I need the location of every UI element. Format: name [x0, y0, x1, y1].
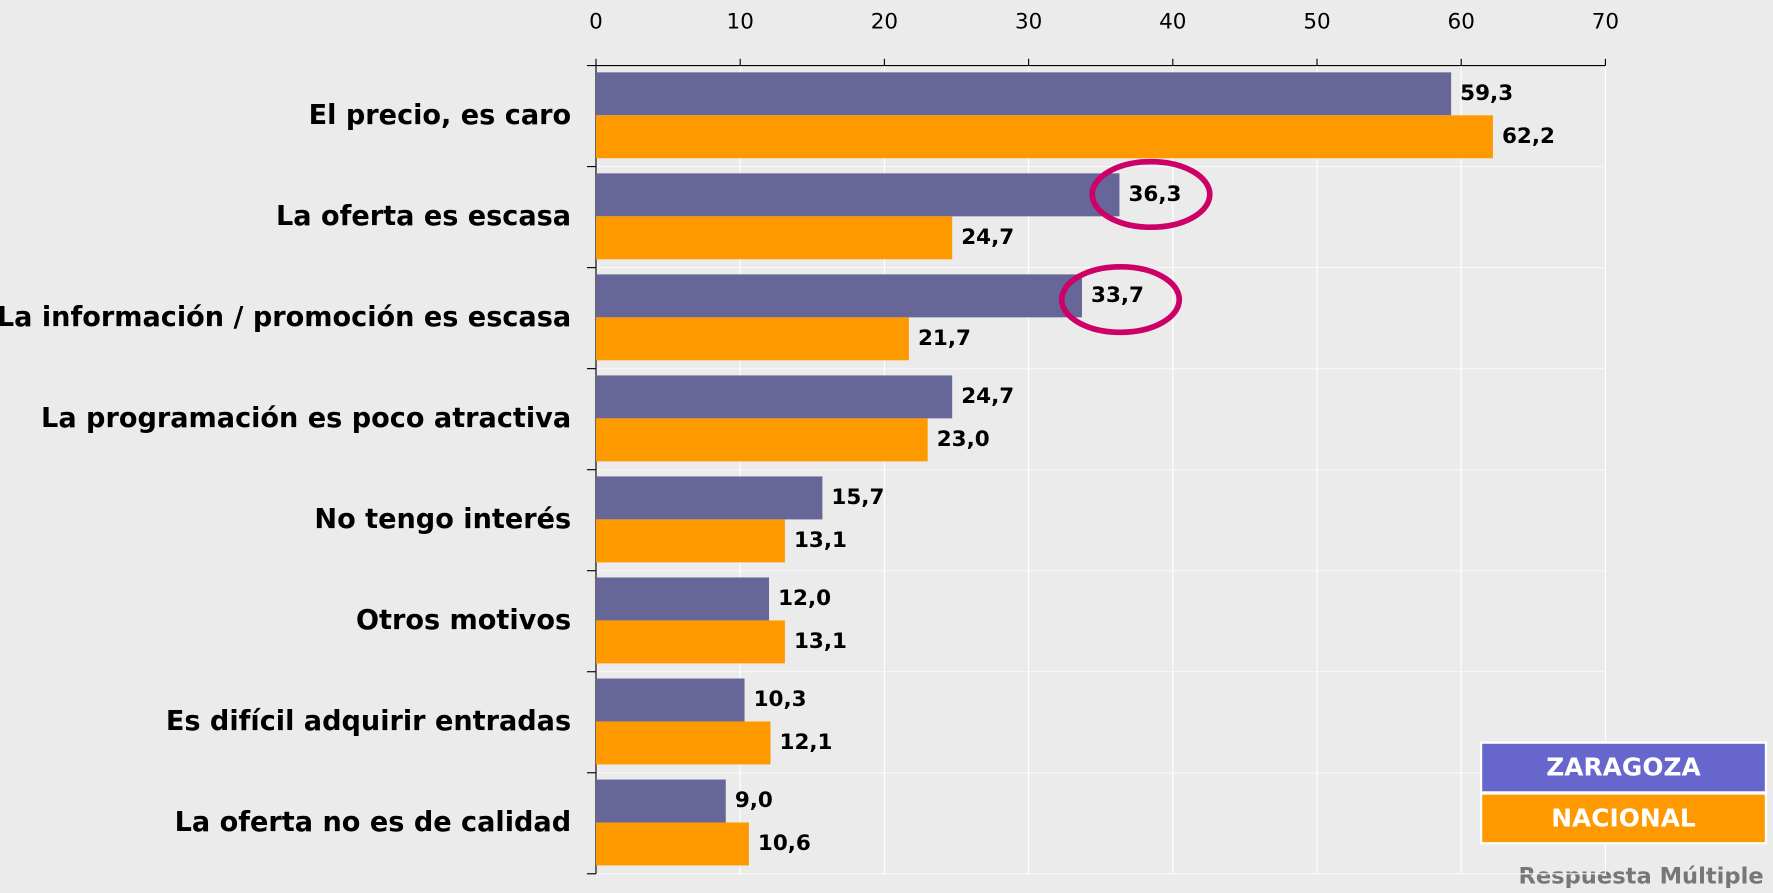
bar	[595, 620, 785, 664]
bar	[595, 173, 1120, 217]
annotation: Respuesta Múltiple	[1518, 864, 1763, 890]
x-tick-label: 20	[871, 10, 898, 35]
data-label: 9,0	[735, 788, 773, 813]
x-tick-label: 10	[727, 10, 754, 35]
x-tick-label: 70	[1592, 10, 1619, 35]
x-tick-label: 40	[1159, 10, 1186, 35]
y-tick-label: No tengo interés	[314, 504, 571, 535]
y-tick-label: Otros motivos	[356, 605, 571, 636]
legend-label: ZARAGOZA	[1546, 753, 1701, 782]
data-label: 24,7	[961, 225, 1014, 250]
bar	[595, 375, 953, 419]
data-label: 33,7	[1091, 283, 1144, 308]
data-label: 21,7	[918, 326, 971, 351]
bar	[595, 216, 953, 260]
data-label: 13,1	[794, 528, 847, 553]
data-label: 23,0	[937, 427, 990, 452]
data-label: 12,1	[780, 730, 833, 755]
y-tick-label: La programación es poco atractiva	[41, 403, 571, 434]
data-label: 36,3	[1128, 182, 1181, 207]
y-tick-label: Es difícil adquirir entradas	[166, 706, 571, 737]
highlight-circle	[1089, 158, 1213, 231]
x-tick-label: 60	[1448, 10, 1475, 35]
bar	[595, 115, 1493, 159]
bar	[595, 418, 928, 462]
data-label: 12,0	[778, 586, 831, 611]
x-tick-label: 50	[1303, 10, 1330, 35]
bar	[595, 678, 745, 722]
data-label: 10,3	[754, 687, 807, 712]
data-label: 15,7	[831, 485, 884, 510]
bar	[595, 274, 1082, 318]
y-tick-label: La información / promoción es escasa	[0, 302, 571, 333]
y-tick-label: El precio, es caro	[309, 100, 571, 131]
bar	[595, 779, 726, 823]
bar	[595, 519, 785, 563]
bar	[595, 721, 771, 765]
data-label: 59,3	[1460, 81, 1513, 106]
legend-swatch	[1479, 792, 1768, 845]
y-tick-label: La oferta no es de calidad	[175, 807, 571, 838]
highlight-circle	[1058, 263, 1183, 336]
data-label: 62,2	[1502, 124, 1555, 149]
data-label: 24,7	[961, 384, 1014, 409]
bar	[595, 72, 1452, 116]
bar	[595, 317, 909, 361]
data-label: 13,1	[794, 629, 847, 654]
bar	[595, 577, 770, 621]
y-tick-label: La oferta es escasa	[276, 201, 571, 232]
bar	[595, 822, 749, 866]
bar	[595, 476, 823, 520]
data-label: 10,6	[758, 831, 811, 856]
x-tick-label: 0	[589, 10, 603, 35]
x-tick-label: 30	[1015, 10, 1042, 35]
legend-label: NACIONAL	[1551, 804, 1696, 833]
